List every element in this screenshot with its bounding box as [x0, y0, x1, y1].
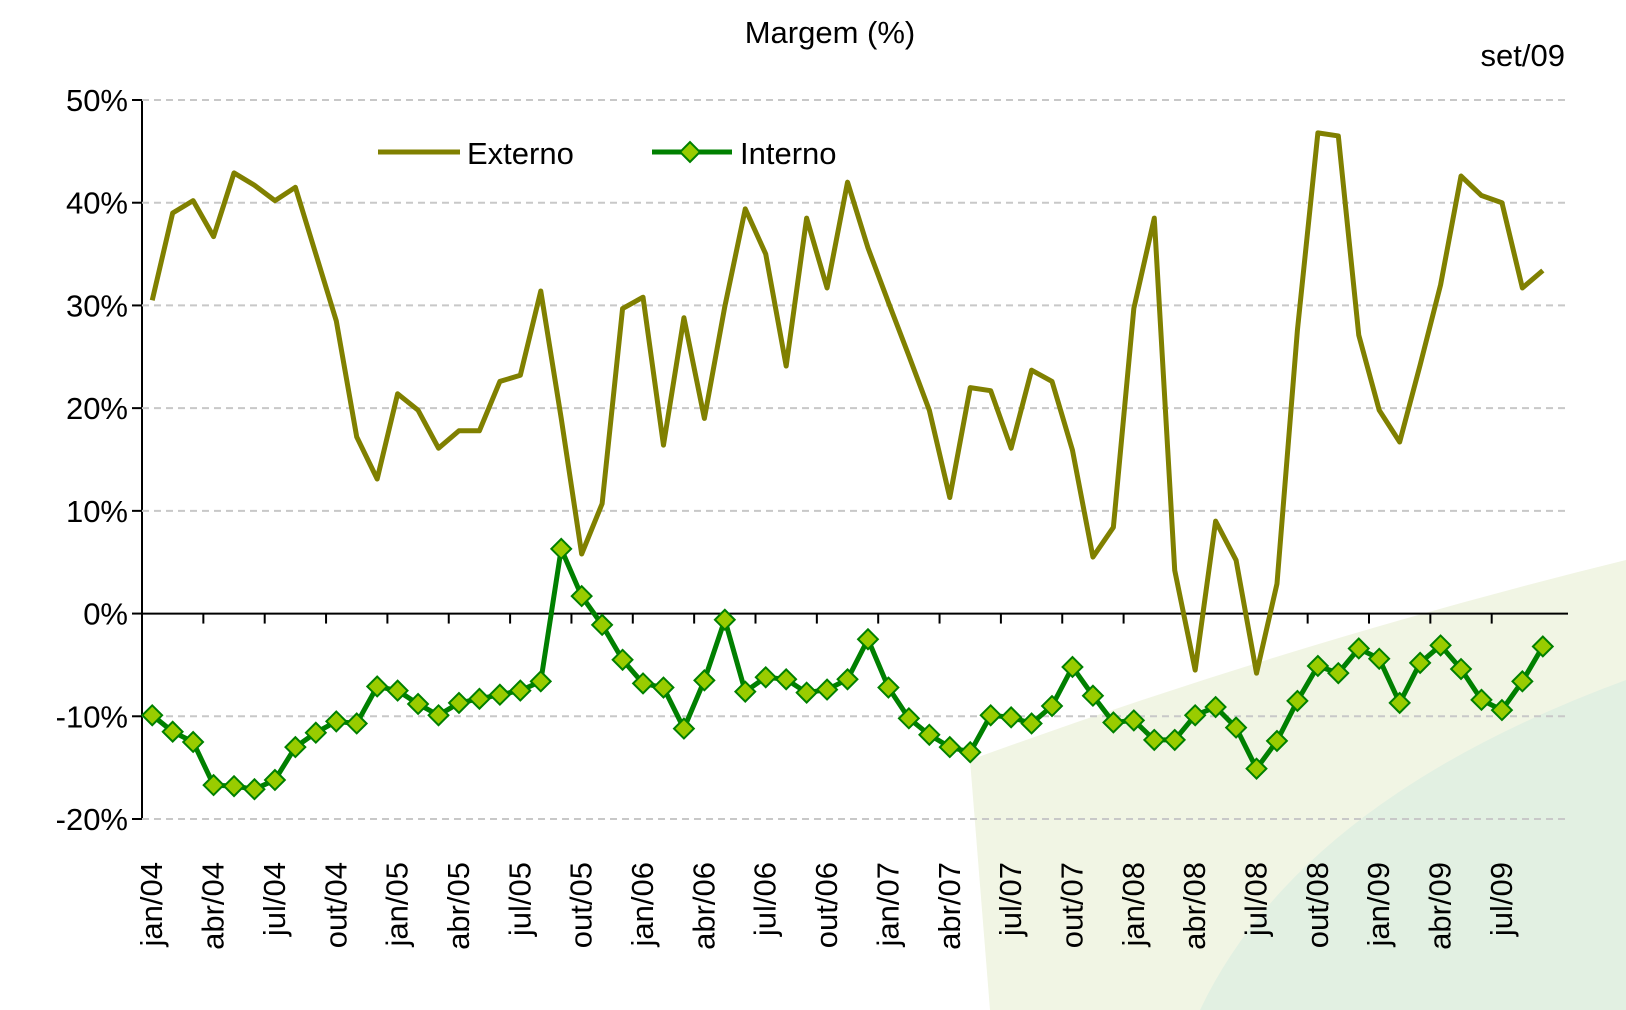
series-marker [838, 669, 858, 689]
x-tick-label: jul/05 [502, 862, 537, 937]
series-marker [654, 678, 674, 698]
y-tick-label: 10% [66, 494, 128, 529]
chart-title: Margem (%) [745, 15, 916, 50]
x-tick-label: out/08 [1300, 862, 1335, 948]
y-tick-label: 20% [66, 391, 128, 426]
x-tick-label: jan/08 [1116, 862, 1151, 947]
x-tick-label: abr/09 [1423, 862, 1458, 950]
x-tick-label: abr/06 [686, 862, 721, 950]
y-tick-label: -20% [56, 802, 128, 837]
series-marker [981, 705, 1001, 725]
legend-marker [680, 142, 700, 162]
x-tick-label: out/05 [564, 862, 599, 948]
series-marker [490, 685, 510, 705]
series-marker [531, 671, 551, 691]
x-tick-label: out/07 [1054, 862, 1089, 948]
series-marker [367, 677, 387, 697]
series-marker [674, 719, 694, 739]
legend-label: Externo [467, 136, 574, 171]
series-marker [1001, 707, 1021, 727]
legend-label: Interno [740, 136, 837, 171]
y-tick-label: 30% [66, 288, 128, 323]
series-marker [245, 779, 265, 799]
y-tick-label: 50% [66, 83, 128, 118]
series-marker [551, 539, 571, 559]
x-tick-label: out/04 [318, 862, 353, 948]
x-tick-label: jan/06 [625, 862, 660, 947]
series-marker [858, 629, 878, 649]
series-marker [183, 732, 203, 752]
x-tick-label: jul/04 [257, 862, 292, 937]
x-tick-label: abr/04 [196, 862, 231, 950]
x-tick-label: jul/07 [993, 862, 1028, 937]
series-marker [470, 689, 490, 709]
x-tick-label: jan/05 [380, 862, 415, 947]
x-tick-label: jan/07 [870, 862, 905, 947]
series-marker [510, 681, 530, 701]
x-tick-label: jul/09 [1484, 862, 1519, 937]
x-tick-label: abr/07 [932, 862, 967, 950]
series-marker [694, 670, 714, 690]
x-tick-label: out/06 [809, 862, 844, 948]
y-tick-label: 0% [83, 597, 128, 632]
legend: Externo Interno [378, 136, 837, 171]
chart: Margem (%) set/09 -20% -10% 0% 10% 20% 30% 40%… [0, 0, 1626, 1010]
x-tick-label: abr/05 [441, 862, 476, 950]
series-marker [817, 680, 837, 700]
series-marker [224, 776, 244, 796]
y-tick-label: 40% [66, 186, 128, 221]
series-marker [326, 712, 346, 732]
series-marker [204, 775, 224, 795]
x-tick-label: jul/08 [1239, 862, 1274, 937]
x-tick-label: abr/08 [1177, 862, 1212, 950]
annotation: set/09 [1481, 38, 1565, 73]
y-tick-label: -10% [56, 699, 128, 734]
x-tick-label: jan/04 [134, 862, 169, 947]
x-tick-label: jul/06 [748, 862, 783, 937]
x-tick-label: jan/09 [1361, 862, 1396, 947]
series-line [152, 133, 1543, 673]
